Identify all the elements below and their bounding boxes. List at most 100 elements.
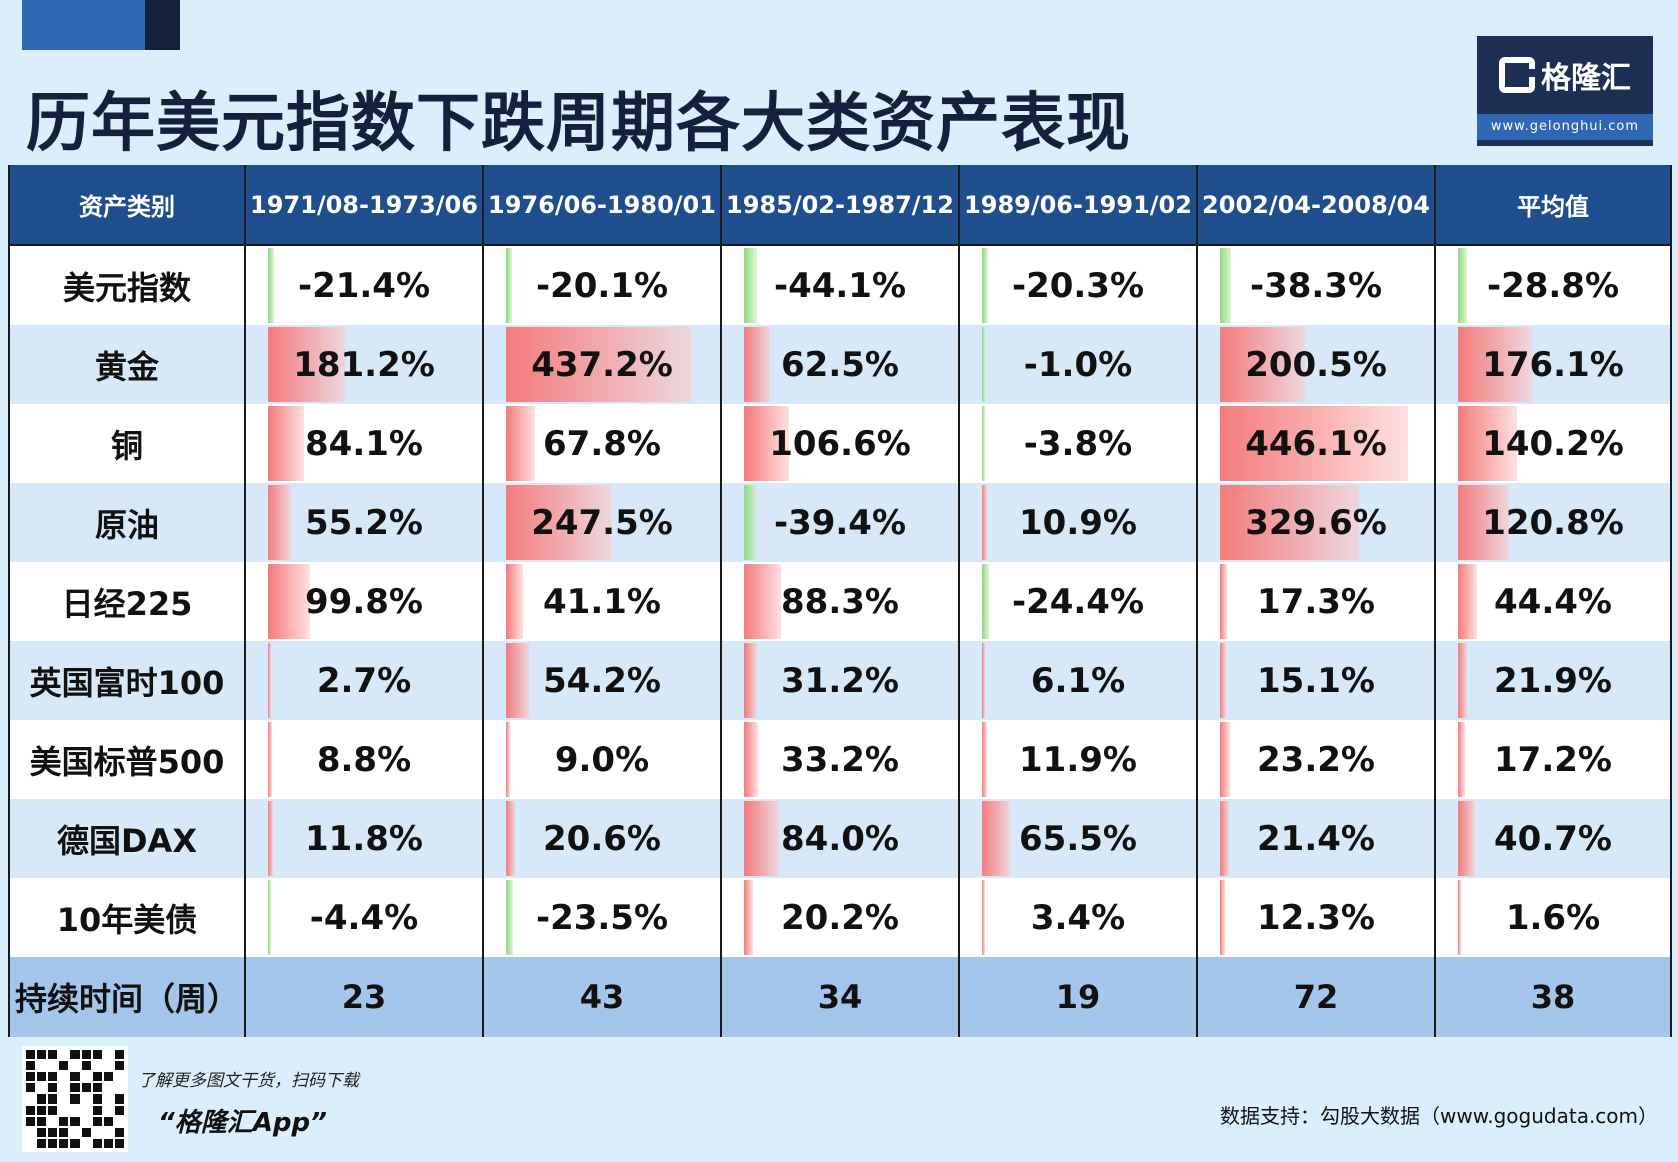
value-label: 84.1% (305, 423, 423, 464)
value-cell: -3.8% (958, 404, 1198, 483)
value-cell: 106.6% (720, 404, 960, 483)
value-cell: 176.1% (1434, 325, 1672, 404)
data-bar (982, 327, 985, 402)
table-row: 美国标普500 8.8% 9.0% 33.2% 11.9% 23.2% 17.2% (8, 720, 1672, 799)
table-row: 原油 55.2% 247.5% -39.4% 10.9% 329.6% 120.8% (8, 483, 1672, 562)
data-bar (268, 801, 273, 876)
logo-url: www.gelonghui.com (1477, 114, 1653, 140)
value-cell: -38.3% (1196, 245, 1436, 325)
data-bar (744, 722, 759, 797)
header-period-4: 1989/06-1991/02 (958, 165, 1198, 246)
value-label: -21.4% (297, 265, 431, 306)
value-cell: 10.9% (958, 483, 1198, 562)
data-bar (268, 564, 311, 639)
data-bar (744, 327, 771, 402)
value-label: 88.3% (781, 581, 899, 622)
row-asset-label: 美国标普500 (8, 720, 246, 799)
row-asset-label: 10年美债 (8, 878, 246, 957)
value-label: 54.2% (543, 660, 661, 701)
data-bar (982, 722, 988, 797)
value-cell: -24.4% (958, 562, 1198, 641)
value-cell: 11.9% (958, 720, 1198, 799)
data-bar (268, 485, 292, 560)
value-label: 55.2% (305, 502, 423, 543)
data-bar (506, 722, 510, 797)
value-cell: 65.5% (958, 799, 1198, 878)
value-label: 23.2% (1257, 739, 1375, 780)
data-bar (744, 880, 753, 955)
logo-name: 格隆汇 (1541, 61, 1631, 96)
value-label: 247.5% (531, 502, 673, 543)
value-cell: 17.2% (1434, 720, 1672, 799)
data-bar (1220, 801, 1230, 876)
table-row: 美元指数 -21.4% -20.1% -44.1% -20.3% -38.3% -28.8% (8, 245, 1672, 325)
duration-value: 34 (720, 957, 960, 1037)
value-label: 15.1% (1257, 660, 1375, 701)
value-label: 33.2% (781, 739, 899, 780)
header-period-3: 1985/02-1987/12 (720, 165, 960, 246)
value-label: 62.5% (781, 344, 899, 385)
value-cell: 40.7% (1434, 799, 1672, 878)
duration-row: 持续时间（周） 23 43 34 19 72 38 (8, 957, 1672, 1037)
value-label: 17.3% (1257, 581, 1375, 622)
data-bar (1458, 880, 1461, 955)
value-label: 9.0% (554, 739, 650, 780)
data-bar (506, 248, 513, 323)
header-asset-class: 资产类别 (8, 165, 246, 246)
row-asset-label: 德国DAX (8, 799, 246, 878)
value-cell: 54.2% (482, 641, 722, 720)
value-label: -4.4% (309, 897, 419, 938)
value-cell: -44.1% (720, 245, 960, 325)
value-label: 11.8% (305, 818, 423, 859)
data-bar (506, 643, 529, 718)
value-label: -20.3% (1011, 265, 1145, 306)
value-label: 99.8% (305, 581, 423, 622)
value-label: 17.2% (1494, 739, 1612, 780)
row-asset-label: 美元指数 (8, 245, 246, 325)
value-cell: 140.2% (1434, 404, 1672, 483)
duration-value: 43 (482, 957, 722, 1037)
value-label: 31.2% (781, 660, 899, 701)
row-asset-label: 日经225 (8, 562, 246, 641)
value-label: 67.8% (543, 423, 661, 464)
value-label: 437.2% (531, 344, 673, 385)
value-cell: 12.3% (1196, 878, 1436, 957)
data-bar (982, 248, 989, 323)
value-cell: 20.2% (720, 878, 960, 957)
value-label: -28.8% (1486, 265, 1620, 306)
value-label: -1.0% (1023, 344, 1133, 385)
value-label: -20.1% (535, 265, 669, 306)
data-bar (506, 564, 524, 639)
value-cell: 21.9% (1434, 641, 1672, 720)
value-cell: 11.8% (244, 799, 484, 878)
data-bar (268, 880, 271, 955)
data-bar (744, 485, 756, 560)
value-cell: -4.4% (244, 878, 484, 957)
value-cell: 3.4% (958, 878, 1198, 957)
data-bar (744, 801, 780, 876)
value-label: 11.9% (1019, 739, 1137, 780)
asset-performance-table: 资产类别 1971/08-1973/06 1976/06-1980/01 198… (8, 165, 1672, 1037)
data-bar (506, 801, 515, 876)
table-row: 日经225 99.8% 41.1% 88.3% -24.4% 17.3% 44.4% (8, 562, 1672, 641)
logo-g-icon (1499, 57, 1535, 93)
value-cell: 1.6% (1434, 878, 1672, 957)
footer-promo-text: 了解更多图文干货，扫码下载 (138, 1071, 359, 1091)
gelonghui-logo: 格隆汇 www.gelonghui.com (1477, 36, 1653, 146)
value-cell: 6.1% (958, 641, 1198, 720)
value-label: 106.6% (769, 423, 911, 464)
value-cell: 20.6% (482, 799, 722, 878)
data-bar (1458, 722, 1466, 797)
value-cell: 247.5% (482, 483, 722, 562)
value-cell: -1.0% (958, 325, 1198, 404)
value-label: 21.4% (1257, 818, 1375, 859)
value-cell: 329.6% (1196, 483, 1436, 562)
value-cell: 88.3% (720, 562, 960, 641)
data-bar (982, 801, 1010, 876)
duration-value: 38 (1434, 957, 1672, 1037)
data-bar (982, 643, 985, 718)
top-accent-bar (22, 0, 145, 50)
value-cell: 437.2% (482, 325, 722, 404)
value-cell: 84.0% (720, 799, 960, 878)
value-cell: -23.5% (482, 878, 722, 957)
